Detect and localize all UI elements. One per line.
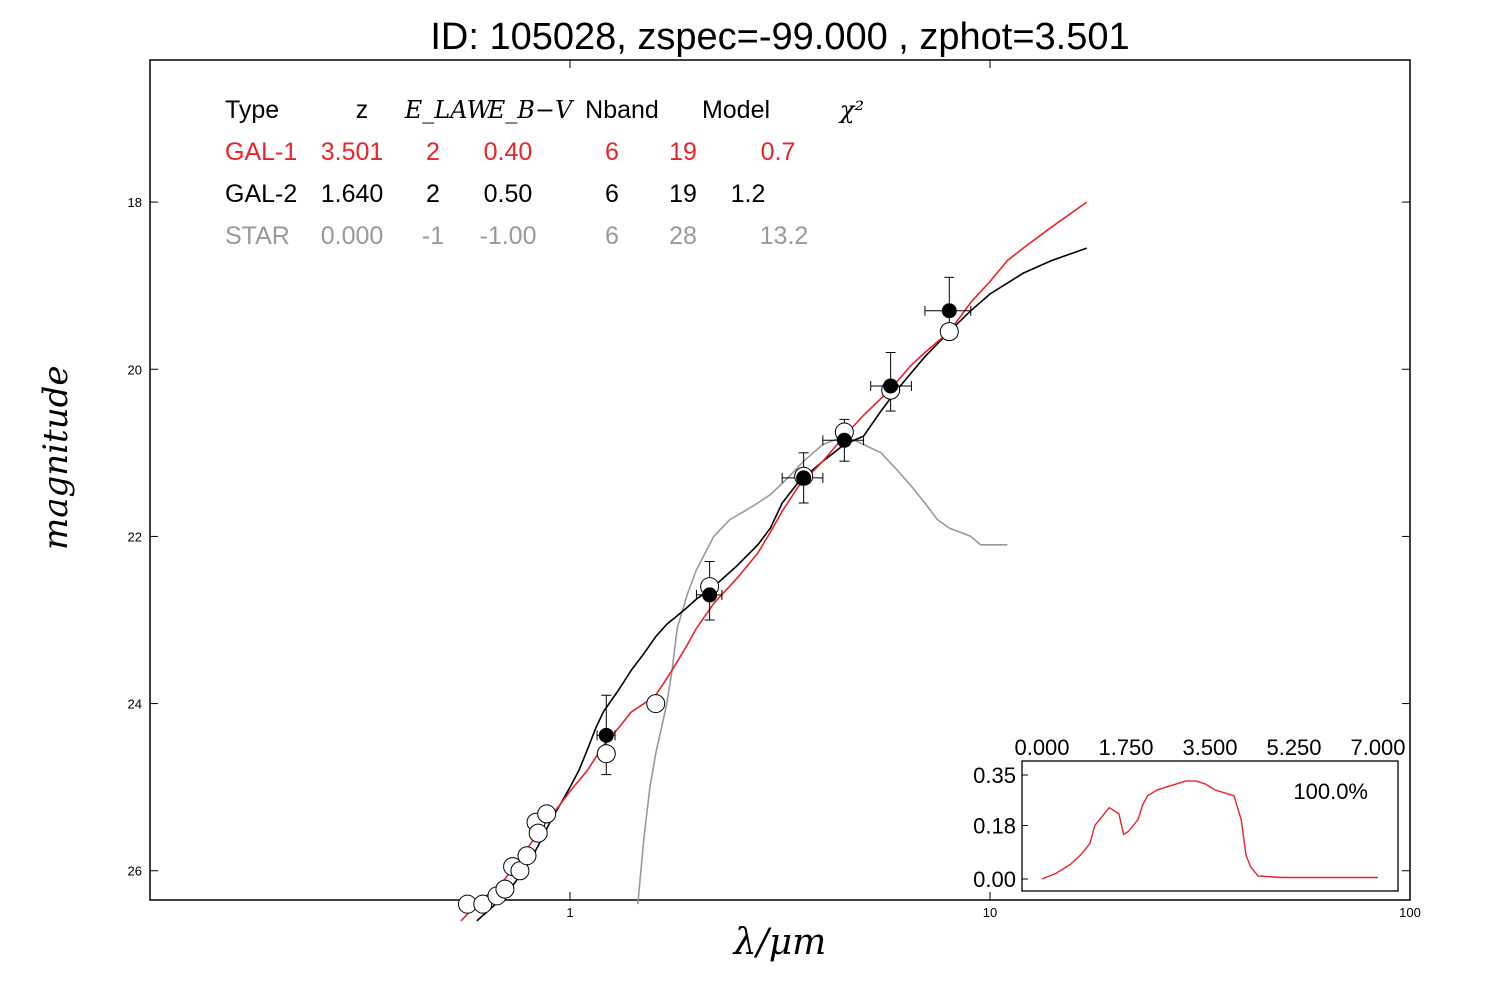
table-cell: 6 [605,222,619,250]
y-tick-label: 18 [128,195,142,210]
table-header: Nband [585,96,659,124]
inset-y-tick-label: 0.00 [973,867,1016,892]
x-tick-label: 1 [566,905,573,920]
table-cell: 0.50 [484,180,533,208]
inset-x-tick-label: 1.750 [1098,735,1153,760]
table-cell: 0.40 [484,138,533,166]
table-cell: 19 [669,180,697,208]
y-tick-label: 24 [128,697,142,712]
inset-x-tick-label: 0.000 [1014,735,1069,760]
table-header: E_B−V [487,96,575,124]
model-point [495,879,515,899]
y-axis-label: magnitude [36,365,76,551]
table-cell: GAL-1 [225,138,297,166]
table-header: χ² [838,96,864,124]
model-point [646,694,666,714]
y-tick-label: 20 [128,362,142,377]
observed-point [598,727,614,743]
inset-y-tick-label: 0.35 [973,763,1016,788]
table-cell: 2 [426,138,440,166]
observed-point [796,470,812,486]
model-point [537,804,557,824]
observed-point [883,378,899,394]
table-cell: -1.00 [480,222,537,250]
x-axis-label: λ/μm [733,922,827,963]
table-header: Type [225,96,279,124]
table-cell: 13.2 [760,222,809,250]
table-cell: GAL-2 [225,180,297,208]
y-tick-label: 26 [128,864,142,879]
inset-x-tick-label: 3.500 [1182,735,1237,760]
table-cell: 6 [605,180,619,208]
photometry-points [457,276,972,914]
y-tick-label: 22 [128,529,142,544]
model-point [517,846,537,866]
x-tick-label: 10 [983,905,997,920]
table-cell: 28 [669,222,697,250]
curve-star [637,435,1008,905]
observed-point [836,432,852,448]
table-header: Model [702,96,770,124]
table-header: z [356,96,369,124]
table-cell: 1.2 [731,180,766,208]
table-cell: -1 [422,222,444,250]
inset-y-tick-label: 0.18 [973,814,1016,839]
observed-point [941,303,957,319]
table-cell: 2 [426,180,440,208]
table-cell: 0.000 [321,222,384,250]
plot-frame [149,59,1411,901]
inset-pdz-curve [1041,780,1378,880]
table-cell: 1.640 [321,180,384,208]
chart-title: ID: 105028, zspec=-99.000 , zphot=3.501 [430,16,1130,58]
table-cell: STAR [225,222,290,250]
table-cell: 0.7 [761,138,796,166]
inset-annotation: 100.0% [1293,779,1368,804]
model-point [939,322,959,342]
table-header: E_LAW [404,96,494,124]
table-cell: 6 [605,138,619,166]
table-cell: 19 [669,138,697,166]
observed-point [702,587,718,603]
pdz-inset: 0.000 1.750 3.500 5.250 7.000 0.00 0.18 0.35 100… [973,735,1405,892]
inset-x-tick-label: 7.000 [1350,735,1405,760]
model-point [596,744,616,764]
table-cell: 3.501 [321,138,384,166]
x-tick-label: 100 [1399,905,1421,920]
inset-x-tick-label: 5.250 [1266,735,1321,760]
model-point [528,823,548,843]
model-point [473,894,493,914]
inset-frame [1021,760,1399,892]
